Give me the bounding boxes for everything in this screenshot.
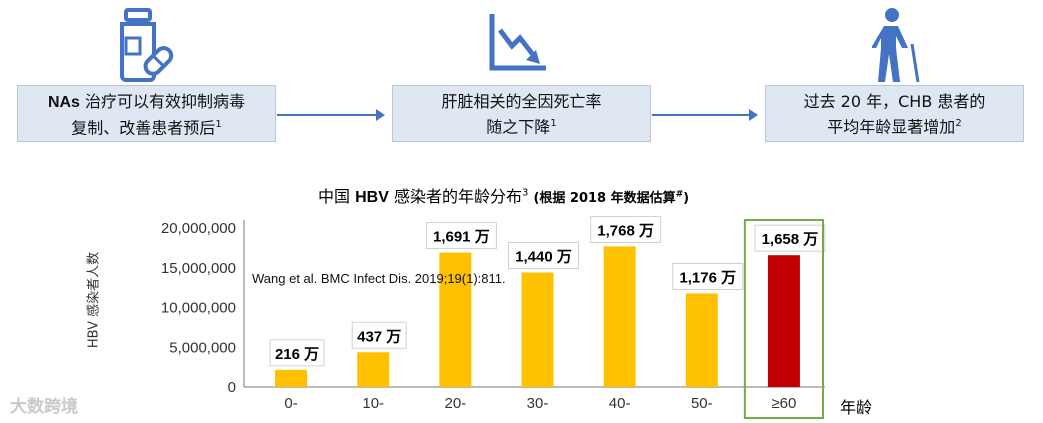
chart-title: 中国 HBV 感染者的年龄分布3 (根据 2018 年数据估算#) (318, 183, 689, 207)
flow-step-3-line1: 过去 20 年，CHB 患者的 (803, 92, 986, 111)
flow-step-2-line1: 肝脏相关的全因死亡率 (441, 92, 602, 111)
chart-title-bold: HBV (355, 189, 389, 206)
highlight-frame (743, 219, 824, 419)
chart-subtitle-text: (根据 2018 年数据估算 (533, 191, 676, 206)
bar (521, 272, 554, 387)
bar (357, 352, 390, 387)
x-tick-label: 10- (362, 395, 384, 412)
x-tick-label: 40- (609, 395, 631, 412)
y-tick-label: 20,000,000 (161, 220, 236, 237)
data-label: 1,440 万 (515, 249, 572, 266)
flow-step-1: NAs 治疗可以有效抑制病毒 复制、改善患者预后1 (17, 85, 276, 142)
flow-step-2-ref: 1 (550, 118, 557, 129)
flow-step-2: 肝脏相关的全因死亡率 随之下降1 (392, 85, 651, 142)
y-tick-label: 0 (228, 379, 236, 396)
data-label: 437 万 (357, 328, 401, 345)
bar (685, 293, 718, 387)
flow-step-1-line1: 治疗可以有效抑制病毒 (79, 92, 246, 111)
declining-chart-icon (489, 14, 546, 71)
chart-subtitle-mark: # (675, 189, 684, 200)
x-tick-label: 20- (445, 395, 467, 412)
y-tick-label: 15,000,000 (161, 260, 236, 277)
flow-arrow-1 (277, 109, 385, 121)
y-tick-label: 5,000,000 (169, 339, 236, 356)
data-label: 1,691 万 (433, 229, 490, 246)
flow-step-1-ref: 1 (215, 119, 222, 130)
flow-step-3-ref: 2 (955, 118, 962, 129)
flow-step-1-bold: NAs (47, 94, 80, 111)
data-label-box (754, 224, 826, 252)
elderly-person-icon (872, 8, 920, 83)
x-axis-label: 年龄 (840, 398, 873, 417)
x-tick-label: 0- (284, 395, 297, 412)
flow-step-2-line2: 随之下降 (486, 117, 551, 137)
chart-subtitle: (根据 2018 年数据估算#) (533, 189, 690, 206)
medicine-bottle-icon (120, 8, 174, 82)
data-label: 1,768 万 (597, 222, 654, 239)
flow-step-3: 过去 20 年，CHB 患者的 平均年龄显著增加2 (765, 85, 1024, 142)
x-tick-label: 50- (691, 395, 713, 412)
chart-title-post: 感染者的年龄分布 (388, 187, 522, 206)
data-label-box (269, 339, 325, 367)
chart-title-pre: 中国 (318, 187, 356, 206)
bar (603, 246, 636, 387)
citation: Wang et al. BMC Infect Dis. 2019;19(1):8… (252, 271, 506, 286)
bar (275, 369, 308, 387)
data-label-box (508, 242, 579, 270)
chart-title-ref: 3 (521, 187, 529, 199)
chart-subtitle-end: ) (683, 191, 690, 206)
data-label: 1,658 万 (762, 231, 819, 248)
x-tick-label: ≥60 (771, 395, 796, 412)
y-tick-label: 10,000,000 (161, 300, 236, 317)
flow-arrow-2 (652, 109, 758, 121)
data-label-box (425, 222, 497, 250)
data-label-box (590, 215, 662, 243)
data-label-box (672, 263, 744, 291)
flow-step-1-line2: 复制、改善患者预后 (71, 118, 216, 138)
bar (767, 255, 800, 387)
y-axis-label: HBV 感染者人数 (86, 251, 102, 349)
x-tick-label: 30- (527, 395, 549, 412)
flow-step-3-line2: 平均年龄显著增加 (827, 117, 956, 137)
data-label: 1,176 万 (679, 270, 736, 287)
data-label-box (351, 321, 407, 349)
data-label: 216 万 (275, 346, 319, 363)
watermark-logo: 大数跨境 (10, 397, 78, 417)
